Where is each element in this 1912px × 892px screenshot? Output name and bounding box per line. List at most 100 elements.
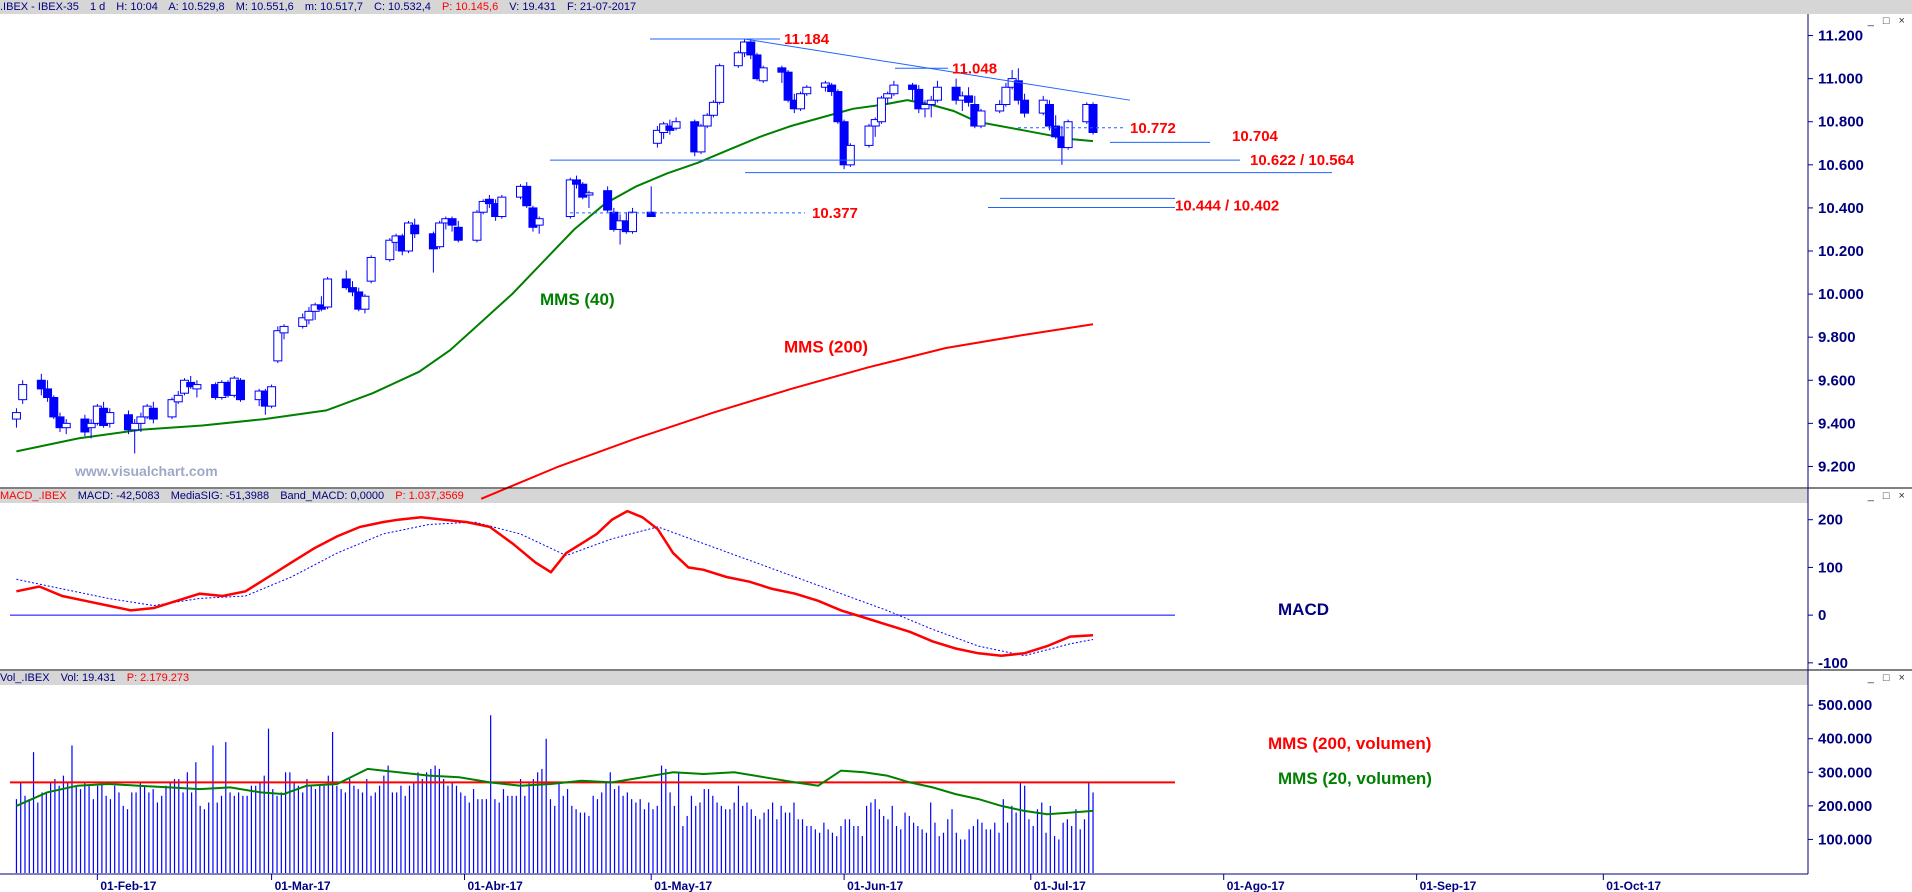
- high-label: M: 10.551,6: [235, 1, 294, 13]
- vol-prev-label: P: 2.179.273: [126, 672, 190, 684]
- price-y-tick-label: 9.800: [1818, 329, 1856, 346]
- level-label-11184: 11.184: [784, 31, 830, 48]
- level-label-10377: 10.377: [812, 205, 858, 222]
- candle-body-up: [18, 384, 28, 401]
- candle: [167, 397, 177, 420]
- candle: [304, 307, 314, 325]
- x-tick-label: 01-May-17: [654, 879, 712, 892]
- candle-body-down: [1020, 99, 1030, 114]
- candle-body-down: [578, 183, 588, 198]
- candle-body-down: [1088, 103, 1098, 133]
- price-y-tick-label: 10.400: [1818, 200, 1864, 217]
- candle: [932, 80, 942, 103]
- candle-body-up: [845, 144, 855, 166]
- candle-body-up: [758, 67, 768, 82]
- candle-body-up: [920, 103, 930, 110]
- candle: [528, 205, 538, 232]
- candle: [889, 80, 899, 96]
- macd-line: [16, 509, 1094, 657]
- price-window-controls[interactable]: _ □ ×: [1867, 15, 1908, 27]
- candle: [1063, 119, 1073, 150]
- candle-body-up: [671, 121, 681, 129]
- candle-body-up: [61, 422, 71, 429]
- candle-body-up: [995, 103, 1005, 112]
- candle: [746, 39, 756, 60]
- candle-body-up: [360, 295, 370, 310]
- candle: [876, 95, 886, 124]
- candle-body-down: [1044, 103, 1054, 127]
- candle-body-up: [403, 222, 413, 252]
- candle: [914, 85, 924, 114]
- macd-pane: 200 100 0 -100 MACD: [10, 509, 1848, 672]
- candle-body-up: [86, 422, 96, 429]
- candle: [802, 85, 812, 96]
- candle: [964, 87, 974, 107]
- candle-body-up: [273, 330, 283, 362]
- volume-sma20-line: [15, 767, 1094, 816]
- candle-body-up: [976, 110, 986, 127]
- candle: [976, 108, 986, 129]
- candle-body-down: [522, 185, 532, 207]
- close-label: C: 10.532,4: [374, 1, 431, 13]
- candle: [864, 123, 874, 148]
- candle-body-up: [584, 192, 594, 196]
- candle: [447, 216, 457, 232]
- candle: [43, 380, 53, 402]
- level-label-10622-10564: 10.622 / 10.564: [1250, 152, 1355, 169]
- macd-y-tick-label: 200: [1818, 512, 1843, 529]
- x-tick-label: 01-Ago-17: [1227, 879, 1285, 892]
- x-tick-label: 01-Mar-17: [275, 879, 331, 892]
- candle: [136, 412, 146, 432]
- x-tick-label: 01-Feb-17: [100, 879, 156, 892]
- vol-window-controls[interactable]: _ □ ×: [1867, 672, 1908, 684]
- volume-pane-header: Vol_.IBEX Vol: 19.431 P: 2.179.273: [0, 671, 1808, 685]
- vol-name-label: Vol_.IBEX: [0, 672, 50, 684]
- candle-body-down: [1051, 125, 1061, 138]
- candle-body-down: [572, 179, 582, 185]
- candle-body-up: [926, 99, 936, 105]
- candle-body-down: [914, 88, 924, 110]
- x-tick-label: 01-Sep-17: [1420, 879, 1477, 892]
- candle-body-up: [279, 325, 289, 334]
- candle: [652, 126, 662, 148]
- candle: [572, 175, 582, 189]
- candle: [1044, 100, 1054, 131]
- candle-body-up: [478, 200, 488, 213]
- candle-body-down: [951, 86, 961, 101]
- candle-body-up: [889, 84, 899, 95]
- candle-body-down: [1013, 80, 1023, 101]
- candle: [920, 100, 930, 118]
- candle: [783, 70, 793, 103]
- candle-body-up: [136, 416, 146, 424]
- macd-window-controls[interactable]: _ □ ×: [1867, 490, 1908, 502]
- sma200-line: [480, 323, 1094, 500]
- candle-body-up: [385, 239, 395, 261]
- vol-value-label: Vol: 19.431: [60, 672, 116, 684]
- candle-body-up: [932, 86, 942, 101]
- candle-body-up: [304, 310, 314, 321]
- candle-body-up: [267, 386, 277, 407]
- macd-y-tick-label: -100: [1818, 655, 1848, 672]
- price-y-tick-label: 10.000: [1818, 286, 1864, 303]
- candle: [926, 95, 936, 118]
- candle: [323, 276, 333, 310]
- candle-body-down: [123, 414, 133, 431]
- candle: [758, 65, 768, 83]
- candle-body-down: [484, 198, 494, 205]
- candle-body-up: [565, 179, 575, 218]
- volume-y-tick-label: 100.000: [1818, 831, 1872, 848]
- candle-body-up: [105, 412, 115, 424]
- candle-body-up: [733, 52, 743, 67]
- macd-signal-label: MediaSIG: -51,3988: [170, 490, 270, 502]
- candle-body-down: [341, 278, 351, 289]
- candle: [123, 410, 133, 435]
- candle-body-down: [646, 211, 656, 218]
- candle: [733, 50, 743, 68]
- period-label: 1 d: [89, 1, 106, 13]
- level-label-10444-10402: 10.444 / 10.402: [1175, 197, 1279, 214]
- candle-body-down: [347, 287, 357, 293]
- candle-body-up: [864, 125, 874, 146]
- candle-body-down: [447, 218, 457, 226]
- candle: [453, 220, 463, 243]
